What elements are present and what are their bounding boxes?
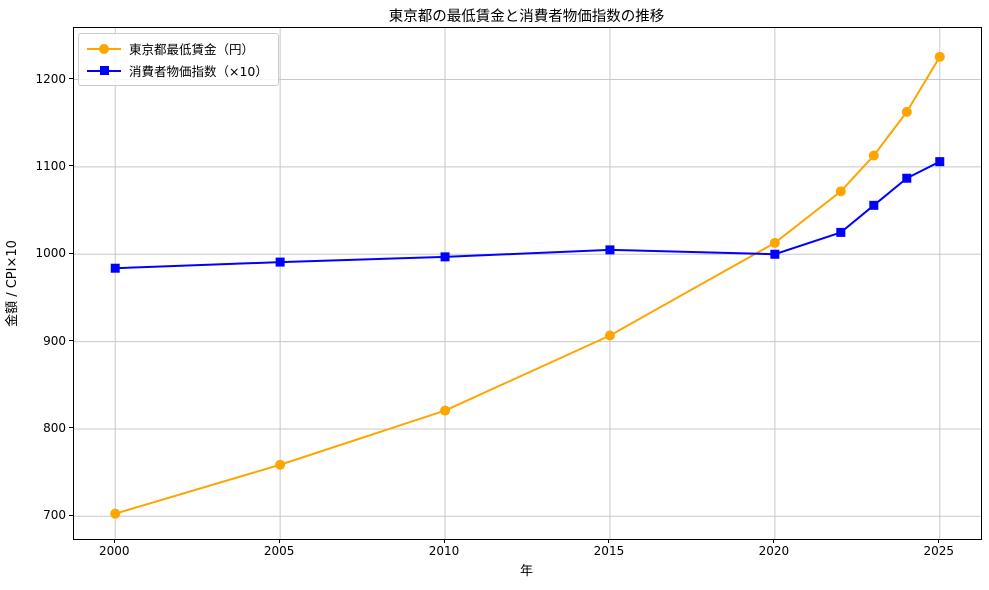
data-point-square xyxy=(770,249,780,259)
data-point-square xyxy=(110,263,120,273)
data-point-circle xyxy=(868,150,879,161)
y-tick-mark xyxy=(69,165,73,167)
x-tick-mark xyxy=(113,539,115,543)
data-point-square xyxy=(836,227,846,237)
series-line-1 xyxy=(115,160,941,270)
plot-area xyxy=(73,27,982,540)
data-point-circle xyxy=(835,186,846,197)
y-axis-label: 金額 / CPI×10 xyxy=(5,240,20,327)
data-point-circle xyxy=(604,330,615,341)
square-marker-icon xyxy=(99,66,109,75)
y-tick-label: 1100 xyxy=(35,158,66,173)
y-tick-mark xyxy=(69,427,73,429)
data-point-circle xyxy=(769,237,780,248)
chart-canvas xyxy=(74,28,981,539)
data-point-square xyxy=(935,157,945,167)
x-tick-mark xyxy=(773,539,775,543)
x-axis-label: 年 xyxy=(519,564,533,579)
x-tick-mark xyxy=(938,539,940,543)
legend-swatch-cpi xyxy=(87,64,121,78)
x-tick-label: 2020 xyxy=(758,544,790,558)
data-point-circle xyxy=(275,459,286,470)
legend-item-cpi: 消費者物価指数（×10） xyxy=(87,61,268,80)
data-point-square xyxy=(605,245,615,255)
circle-marker-icon xyxy=(99,43,109,54)
legend-swatch-minimum-wage xyxy=(87,42,121,56)
legend-label-minimum-wage: 東京都最低賃金（円） xyxy=(129,42,255,57)
x-tick-mark xyxy=(608,539,610,543)
x-tick-label: 2010 xyxy=(428,544,460,558)
data-point-square xyxy=(902,173,912,183)
data-point-circle xyxy=(934,51,945,62)
y-tick-mark xyxy=(69,78,73,80)
y-tick-mark xyxy=(69,514,73,516)
data-point-circle xyxy=(901,106,912,117)
y-tick-mark xyxy=(69,340,73,342)
chart-title: 東京都の最低賃金と消費者物価指数の推移 xyxy=(388,9,665,25)
y-tick-label: 1200 xyxy=(35,71,66,86)
x-tick-label: 2000 xyxy=(98,544,130,558)
x-tick-label: 2005 xyxy=(263,544,295,558)
data-point-square xyxy=(440,252,450,262)
legend: 東京都最低賃金（円） 消費者物価指数（×10） xyxy=(78,33,279,86)
series-line-0 xyxy=(114,56,941,515)
y-tick-label: 800 xyxy=(43,420,66,435)
x-tick-mark xyxy=(443,539,445,543)
y-tick-label: 900 xyxy=(43,333,66,348)
data-point-circle xyxy=(440,405,451,416)
legend-label-cpi: 消費者物価指数（×10） xyxy=(129,64,268,79)
y-tick-label: 700 xyxy=(43,508,66,523)
data-point-square xyxy=(275,257,285,267)
x-tick-label: 2015 xyxy=(593,544,625,558)
data-point-circle xyxy=(110,508,121,519)
x-tick-mark xyxy=(278,539,280,543)
y-tick-label: 1000 xyxy=(35,246,66,261)
data-point-square xyxy=(869,200,879,210)
y-tick-mark xyxy=(69,252,73,254)
x-tick-label: 2025 xyxy=(923,544,955,558)
legend-item-minimum-wage: 東京都最低賃金（円） xyxy=(87,39,268,58)
